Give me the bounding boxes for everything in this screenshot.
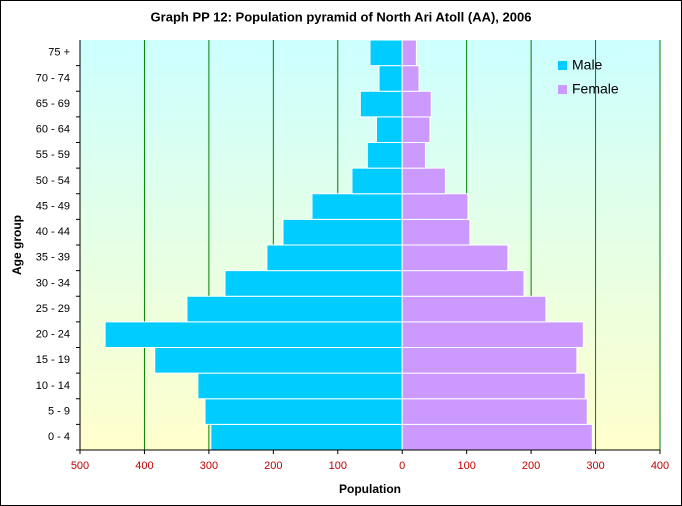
y-tick-label: 40 - 44	[36, 226, 70, 238]
y-tick-label: 75 +	[48, 47, 70, 59]
bar	[401, 218, 471, 246]
bar	[401, 39, 417, 67]
bar	[401, 90, 432, 118]
y-tick-label: 10 - 14	[36, 380, 70, 392]
bar	[375, 116, 403, 143]
x-tick-label: 0	[399, 460, 405, 472]
x-tick-label: 100	[457, 460, 475, 472]
y-tick-label: 0 - 4	[48, 431, 70, 443]
bar	[401, 193, 469, 220]
y-tick-label: 20 - 24	[36, 329, 70, 341]
x-tick-label: 300	[200, 460, 218, 472]
x-tick-label: 400	[135, 460, 153, 472]
bar	[401, 347, 578, 374]
bar	[401, 65, 420, 92]
bar	[154, 347, 403, 374]
bar	[401, 116, 431, 143]
legend-label: Male	[572, 57, 603, 73]
y-tick-label: 5 - 9	[48, 405, 70, 417]
legend-label: Female	[572, 81, 619, 97]
y-axis-title: Age group	[10, 215, 24, 275]
chart-title: Graph PP 12: Population pyramid of North…	[151, 9, 532, 24]
bar	[204, 398, 403, 425]
bar	[186, 295, 403, 323]
x-tick-label: 400	[651, 460, 669, 472]
x-tick-label: 100	[329, 460, 347, 472]
bar	[401, 167, 446, 195]
y-tick-label: 60 - 64	[36, 124, 70, 136]
y-tick-label: 50 - 54	[36, 175, 70, 187]
bar	[401, 244, 509, 272]
x-tick-label: 500	[71, 460, 89, 472]
bar	[401, 372, 586, 400]
x-tick-label: 300	[586, 460, 604, 472]
bar	[369, 39, 403, 67]
bar	[401, 142, 426, 169]
bar	[401, 321, 584, 348]
y-tick-label: 15 - 19	[36, 354, 70, 366]
legend-swatch	[558, 85, 567, 94]
bar	[401, 295, 547, 323]
bar	[282, 218, 403, 246]
y-tick-label: 30 - 34	[36, 277, 70, 289]
y-tick-label: 45 - 49	[36, 200, 70, 212]
y-tick-label: 70 - 74	[36, 72, 70, 84]
y-tick-label: 55 - 59	[36, 149, 70, 161]
x-tick-label: 200	[264, 460, 282, 472]
bar	[351, 167, 403, 195]
bar	[224, 270, 403, 297]
bar	[197, 372, 403, 400]
bar	[210, 423, 403, 451]
legend-swatch	[558, 61, 567, 70]
bar	[366, 142, 403, 169]
bar	[104, 321, 403, 348]
bar	[401, 423, 593, 451]
bar	[401, 270, 525, 297]
bar	[311, 193, 403, 220]
bar	[359, 90, 403, 118]
bar	[401, 398, 588, 425]
y-tick-label: 25 - 29	[36, 303, 70, 315]
y-tick-label: 35 - 39	[36, 252, 70, 264]
x-axis-title: Population	[339, 482, 401, 496]
x-tick-label: 200	[522, 460, 540, 472]
y-tick-label: 65 - 69	[36, 98, 70, 110]
bar	[378, 65, 403, 92]
bar	[266, 244, 403, 272]
